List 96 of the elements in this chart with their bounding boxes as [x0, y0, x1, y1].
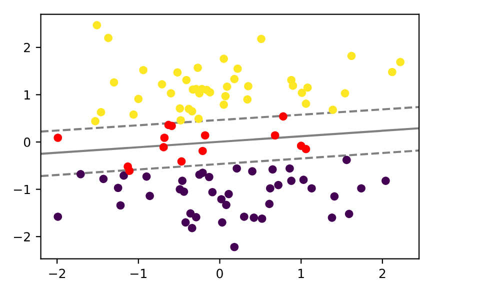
point: [54, 212, 62, 221]
point: [221, 92, 230, 100]
point: [205, 172, 214, 182]
point: [125, 166, 134, 176]
x-tick-label: 0: [216, 268, 223, 278]
x-tick-label: −1: [130, 268, 146, 278]
point: [288, 82, 298, 90]
point: [270, 131, 280, 140]
point: [188, 107, 196, 116]
point: [142, 172, 151, 181]
point: [279, 112, 288, 121]
y-tick-label: −1: [14, 184, 30, 194]
point: [244, 82, 252, 90]
point: [76, 170, 85, 178]
point: [177, 157, 186, 166]
point: [232, 164, 241, 173]
point: [99, 174, 108, 184]
point: [54, 134, 62, 142]
point: [222, 200, 230, 210]
point: [240, 212, 248, 221]
point: [382, 176, 390, 185]
point: [114, 184, 122, 192]
point: [286, 164, 294, 173]
point: [298, 88, 306, 97]
point: [192, 213, 200, 222]
point: [266, 184, 274, 193]
point: [180, 188, 188, 196]
point: [243, 95, 252, 104]
point: [396, 58, 404, 66]
point: [257, 34, 266, 44]
point: [302, 144, 310, 154]
point: [233, 64, 242, 73]
point: [198, 168, 207, 177]
point: [206, 88, 214, 97]
point: [159, 143, 168, 152]
point: [104, 34, 112, 42]
point: [158, 80, 166, 88]
point: [344, 210, 354, 218]
point: [303, 83, 312, 92]
point: [120, 171, 128, 180]
point: [208, 188, 217, 196]
point: [248, 167, 256, 176]
point: [198, 146, 207, 156]
point: [188, 224, 196, 232]
point: [217, 195, 226, 204]
point: [200, 131, 210, 140]
point: [340, 89, 350, 98]
y-tick-label: 2: [24, 42, 30, 52]
point: [218, 218, 226, 227]
y-tick-label: 0: [24, 137, 30, 147]
point: [194, 114, 203, 123]
point: [220, 100, 228, 109]
y-tick-label: 1: [24, 90, 30, 100]
point: [182, 76, 191, 84]
point: [220, 54, 228, 63]
point: [388, 68, 396, 76]
point: [328, 106, 337, 114]
point: [110, 78, 118, 87]
point: [224, 190, 233, 198]
point: [146, 192, 154, 200]
x-tick-label: 1: [298, 268, 304, 278]
point: [116, 201, 125, 210]
point: [299, 176, 308, 184]
point: [166, 89, 176, 98]
y-tick-label: −2: [14, 232, 30, 242]
point: [265, 200, 274, 208]
point: [308, 184, 316, 193]
point: [181, 218, 190, 227]
point: [194, 64, 202, 72]
point: [274, 180, 282, 190]
point: [342, 156, 351, 164]
point: [302, 100, 310, 108]
point: [160, 134, 169, 142]
point: [268, 165, 277, 174]
point: [176, 116, 185, 124]
point: [287, 176, 296, 185]
point: [96, 108, 106, 116]
point: [357, 184, 366, 193]
point: [328, 214, 336, 222]
point: [134, 94, 143, 104]
point: [139, 66, 148, 74]
point: [173, 68, 182, 77]
point: [129, 110, 138, 119]
point: [91, 117, 100, 126]
point: [347, 52, 356, 60]
point: [230, 242, 239, 252]
x-tick-label: 2: [379, 268, 386, 278]
point: [176, 104, 184, 113]
point: [230, 74, 239, 84]
point: [330, 192, 339, 201]
point: [250, 214, 258, 222]
point: [222, 82, 232, 91]
point: [258, 214, 266, 223]
point: [178, 176, 186, 185]
point: [92, 21, 102, 30]
x-tick-label: −2: [49, 268, 66, 278]
